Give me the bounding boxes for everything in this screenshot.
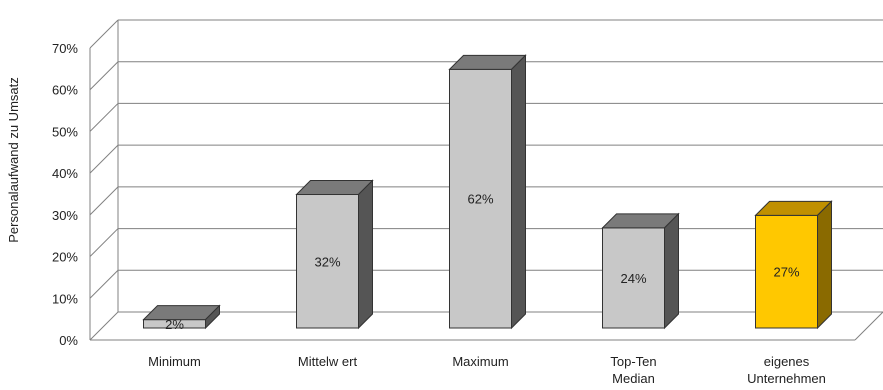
floor-right-edge <box>854 311 883 341</box>
bar-side <box>358 179 373 330</box>
x-tick-label: Top-Ten <box>610 354 656 369</box>
gridline-side <box>89 186 119 216</box>
data-label: 62% <box>467 192 493 207</box>
gridline-side <box>89 228 119 257</box>
gridline-side <box>89 311 119 341</box>
y-axis-title: Personalaufwand zu Umsatz <box>6 77 21 242</box>
data-label: 27% <box>773 265 799 280</box>
bar-side <box>511 54 526 330</box>
bar: 32% <box>295 179 374 330</box>
bar: 2% <box>142 304 221 332</box>
bar-front <box>296 194 359 329</box>
bar-side <box>205 304 220 330</box>
category-labels: Minimum Mittelw ert Maximum Top-Ten Median ei… <box>148 354 826 386</box>
y-tick-label: 60% <box>52 83 78 98</box>
x-tick-label: Unternehmen <box>747 371 826 386</box>
y-tick-label: 40% <box>52 166 78 181</box>
x-tick-label: Median <box>612 371 655 386</box>
bar-front <box>449 68 512 329</box>
y-tick-label: 50% <box>52 124 78 139</box>
bar-side <box>817 200 832 330</box>
x-tick-label: Maximum <box>452 354 508 369</box>
bars: 2% 32% 62% 24% 27% <box>142 54 833 332</box>
gridline-side <box>89 61 119 91</box>
bar: 62% <box>448 54 527 330</box>
x-tick-label: Mittelw ert <box>298 354 358 369</box>
bar-front <box>755 214 818 329</box>
gridline-side <box>89 103 119 132</box>
data-label: 32% <box>314 254 340 269</box>
y-tick-label: 70% <box>52 41 78 56</box>
bar-front <box>602 227 665 329</box>
bar: 24% <box>601 212 680 330</box>
y-tick-label: 10% <box>52 291 78 306</box>
x-tick-label: eigenes <box>764 354 810 369</box>
bar: 27% <box>754 200 833 330</box>
y-tick-label: 30% <box>52 208 78 223</box>
bar-side <box>664 212 679 330</box>
y-tick-label: 0% <box>59 333 78 348</box>
y-tick-labels: 0% 10% 20% 30% 40% 50% 60% 70% <box>52 41 78 348</box>
data-label: 2% <box>165 317 184 332</box>
gridline-side <box>89 269 119 299</box>
x-tick-label: Minimum <box>148 354 201 369</box>
gridline-side <box>89 144 119 174</box>
y-tick-label: 20% <box>52 250 78 265</box>
data-label: 24% <box>620 271 646 286</box>
gridline-side <box>89 19 119 49</box>
